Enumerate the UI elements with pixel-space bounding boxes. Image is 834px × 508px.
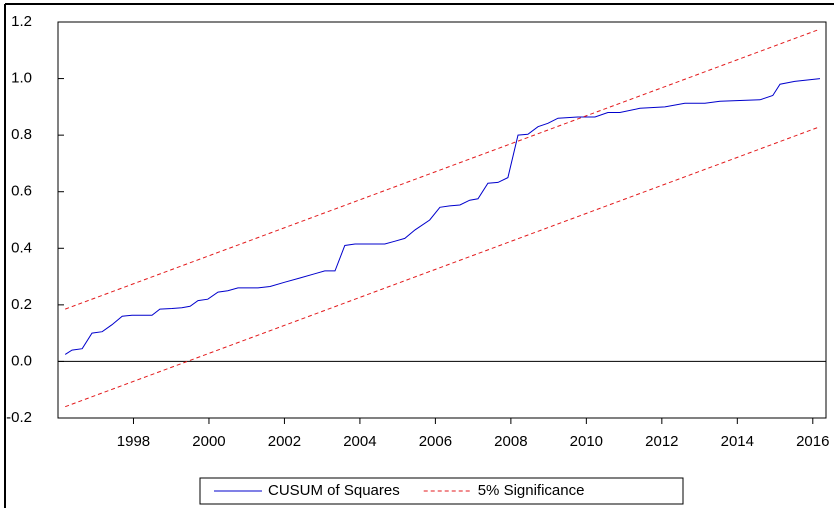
x-tick-label: 2006 — [419, 433, 452, 450]
y-tick-label: 1.2 — [11, 13, 32, 30]
plot-frame — [57, 21, 827, 419]
x-tick-label: 2004 — [343, 433, 376, 450]
y-tick-label: 0.0 — [11, 352, 32, 369]
y-tick-label: 0.4 — [11, 239, 32, 256]
x-tick-label: 2000 — [192, 433, 225, 450]
y-tick-label: 0.8 — [11, 126, 32, 143]
legend-label: 5% Significance — [478, 482, 585, 499]
y-tick-label: 1.0 — [11, 70, 32, 87]
series-line — [65, 28, 821, 310]
x-tick-label: 1998 — [117, 433, 150, 450]
y-tick-label: 0.2 — [11, 296, 32, 313]
y-tick-label: -0.2 — [6, 409, 32, 426]
x-tick-label: 2008 — [494, 433, 527, 450]
x-tick-label: 2012 — [645, 433, 678, 450]
series-line — [65, 126, 821, 408]
legend-label: CUSUM of Squares — [268, 482, 400, 499]
series-line — [64, 78, 821, 355]
x-tick-label: 2010 — [570, 433, 603, 450]
x-tick-label: 2016 — [796, 433, 829, 450]
x-tick-label: 2002 — [268, 433, 301, 450]
x-tick-label: 2014 — [721, 433, 754, 450]
y-tick-label: 0.6 — [11, 183, 32, 200]
